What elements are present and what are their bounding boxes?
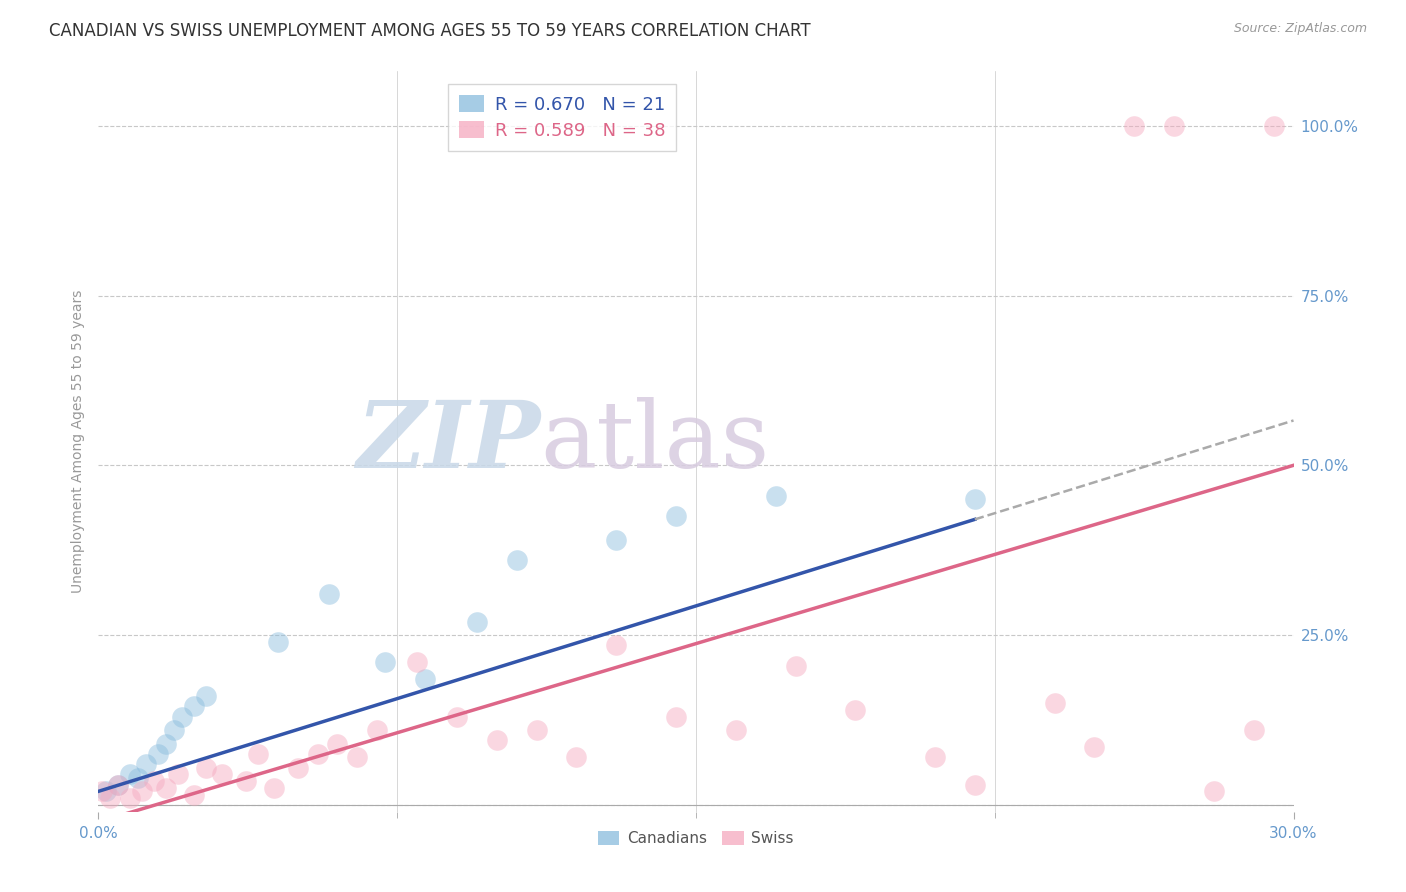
Point [963,492,986,507]
Point [665,509,688,524]
Point [120,767,142,781]
Point [267,635,290,649]
Point [96,784,118,798]
Point [1043,696,1066,710]
Point [91,784,114,798]
Point [765,489,787,503]
Point [326,737,349,751]
Point [172,709,194,723]
Point [287,761,309,775]
Point [211,767,233,781]
Point [413,673,436,687]
Point [98,791,122,805]
Point [374,655,396,669]
Point [844,703,866,717]
Point [526,723,548,738]
Point [605,638,627,652]
Point [263,780,285,795]
Point [506,553,529,567]
Point [1083,740,1105,755]
Text: CANADIAN VS SWISS UNEMPLOYMENT AMONG AGES 55 TO 59 YEARS CORRELATION CHART: CANADIAN VS SWISS UNEMPLOYMENT AMONG AGE… [49,22,811,40]
Point [246,747,269,761]
Point [195,690,218,704]
Point [1202,784,1225,798]
Text: Source: ZipAtlas.com: Source: ZipAtlas.com [1233,22,1367,36]
Point [724,723,747,738]
Point [107,778,129,792]
Point [366,723,388,738]
Point [135,757,157,772]
Point [485,733,508,747]
Point [143,774,166,789]
Point [963,778,986,792]
Point [155,780,177,795]
Point [107,778,129,792]
Point [924,750,946,764]
Point [155,737,177,751]
Point [235,774,257,789]
Point [1243,723,1265,738]
Point [1123,119,1146,133]
Point [565,750,588,764]
Point [167,767,190,781]
Point [195,761,218,775]
Point [605,533,627,547]
Text: ZIP: ZIP [356,397,541,486]
Point [465,615,488,629]
Point [665,709,688,723]
Point [120,791,142,805]
Point [127,771,149,785]
Y-axis label: Unemployment Among Ages 55 to 59 years: Unemployment Among Ages 55 to 59 years [70,290,84,593]
Point [183,788,205,802]
Text: atlas: atlas [541,397,770,486]
Point [406,655,429,669]
Point [346,750,368,764]
Legend: Canadians, Swiss: Canadians, Swiss [592,824,800,852]
Point [446,709,468,723]
Point [1163,119,1185,133]
Point [1263,119,1285,133]
Point [307,747,329,761]
Point [131,784,153,798]
Point [785,658,807,673]
Point [318,587,340,601]
Point [148,747,170,761]
Point [163,723,186,738]
Point [183,699,205,714]
